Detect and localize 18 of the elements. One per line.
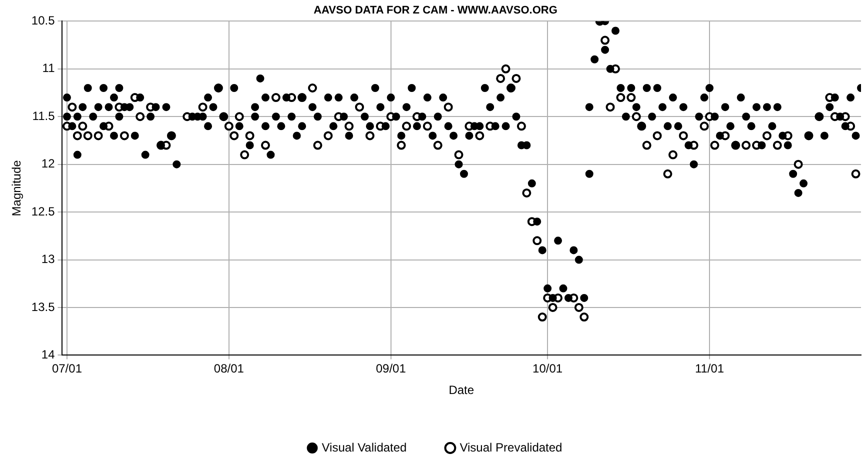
- y-axis-title: Magnitude: [10, 160, 24, 216]
- y-tick-label: 12.5: [31, 204, 56, 218]
- y-tick-label: 11.5: [32, 108, 56, 123]
- x-tick-label: 10/01: [532, 362, 563, 376]
- y-tick-label: 14: [41, 348, 56, 362]
- legend-label: Visual Validated: [322, 440, 407, 454]
- x-axis-title: Date: [448, 383, 474, 398]
- x-tick-label: 08/01: [214, 362, 244, 376]
- x-tick-label: 11/01: [694, 362, 724, 376]
- y-tick-label: 11: [42, 61, 56, 76]
- y-tick-label: 12: [41, 156, 56, 171]
- x-tick-label: 09/01: [376, 362, 406, 376]
- legend-label: Visual Prevalidated: [460, 440, 562, 454]
- y-tick-label: 13: [41, 252, 56, 266]
- chart-title: AAVSO DATA FOR Z CAM - WWW.AAVSO.ORG: [314, 4, 558, 17]
- x-tick-label: 07/01: [52, 362, 82, 376]
- y-tick-label: 13.5: [31, 300, 56, 314]
- y-tick-label: 10.5: [31, 14, 56, 28]
